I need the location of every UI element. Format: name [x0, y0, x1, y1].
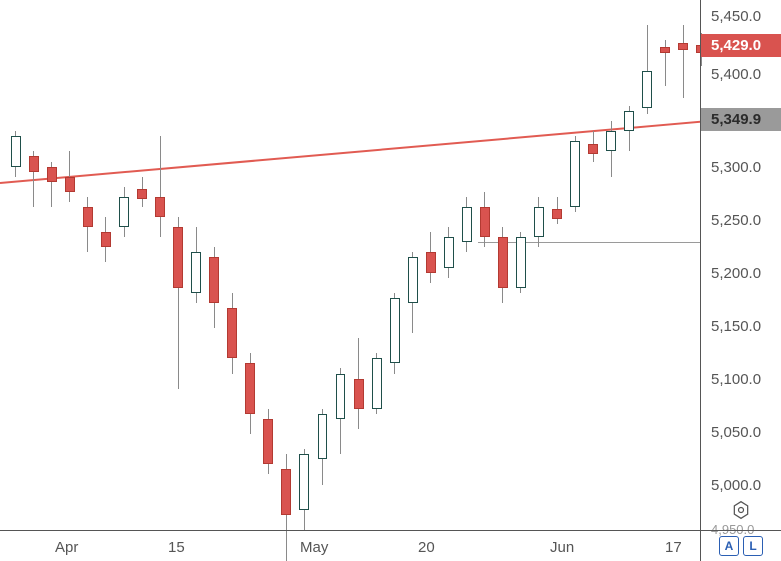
candle-body[interactable]	[336, 374, 346, 419]
candle-body[interactable]	[281, 469, 291, 514]
candle-body[interactable]	[426, 252, 436, 272]
candle-body[interactable]	[209, 257, 219, 302]
y-tick-5200: 5,200.0	[711, 265, 781, 282]
candlestick-chart: 5,450.0 5,429.0 5,400.0 5,349.9 5,300.0 …	[0, 0, 781, 561]
alert-button[interactable]: A	[719, 536, 739, 556]
candle-body[interactable]	[11, 136, 21, 166]
x-tick-jun: Jun	[550, 539, 574, 556]
candle-body[interactable]	[227, 308, 237, 358]
lock-button[interactable]: L	[743, 536, 763, 556]
y-axis: 5,450.0 5,429.0 5,400.0 5,349.9 5,300.0 …	[700, 0, 781, 530]
candle-body[interactable]	[588, 144, 598, 154]
x-tick-17: 17	[665, 539, 682, 556]
x-tick-15: 15	[168, 539, 185, 556]
candle-body[interactable]	[299, 454, 309, 510]
candle-body[interactable]	[444, 237, 454, 267]
candle-body[interactable]	[245, 363, 255, 413]
candle-body[interactable]	[516, 237, 526, 287]
candle-body[interactable]	[552, 209, 562, 219]
candle-body[interactable]	[47, 167, 57, 182]
reference-price-badge: 5,349.9	[701, 108, 781, 131]
chart-toolbar: A L	[700, 530, 781, 561]
chart-plot-area	[0, 0, 700, 530]
y-tick-5050: 5,050.0	[711, 424, 781, 441]
y-tick-5100: 5,100.0	[711, 371, 781, 388]
settings-row	[700, 490, 781, 530]
candle-body[interactable]	[29, 156, 39, 171]
candle-body[interactable]	[318, 414, 328, 459]
y-tick-5250: 5,250.0	[711, 212, 781, 229]
candle-body[interactable]	[480, 207, 490, 237]
ascending-trendline	[0, 104, 781, 184]
x-axis: Apr 15 May 20 Jun 17	[0, 530, 700, 561]
candle-body[interactable]	[462, 207, 472, 242]
candle-body[interactable]	[263, 419, 273, 464]
x-tick-apr: Apr	[55, 539, 78, 556]
candle-body[interactable]	[137, 189, 147, 199]
candle-body[interactable]	[390, 298, 400, 364]
candle-body[interactable]	[642, 71, 652, 108]
candle-body[interactable]	[65, 177, 75, 192]
y-tick-5300: 5,300.0	[711, 159, 781, 176]
candle-body[interactable]	[498, 237, 508, 287]
candle-body[interactable]	[678, 43, 688, 50]
reference-price-line	[478, 242, 700, 243]
candle-body[interactable]	[408, 257, 418, 302]
current-price-badge: 5,429.0	[701, 34, 781, 57]
candle-body[interactable]	[570, 141, 580, 207]
x-tick-may: May	[300, 539, 328, 556]
candle-body[interactable]	[101, 232, 111, 247]
candle-wick	[683, 25, 684, 98]
hexagon-settings-icon[interactable]	[731, 500, 751, 520]
candle-body[interactable]	[534, 207, 544, 237]
candle-body[interactable]	[173, 227, 183, 288]
y-tick-5450: 5,450.0	[711, 8, 781, 25]
candle-body[interactable]	[119, 197, 129, 227]
candle-body[interactable]	[155, 197, 165, 217]
y-tick-5400: 5,400.0	[711, 66, 781, 83]
candle-body[interactable]	[354, 379, 364, 409]
candle-body[interactable]	[83, 207, 93, 227]
candle-body[interactable]	[624, 111, 634, 131]
candle-body[interactable]	[191, 252, 201, 292]
candle-body[interactable]	[660, 47, 670, 53]
x-tick-20: 20	[418, 539, 435, 556]
candle-body[interactable]	[606, 131, 616, 151]
candle-body[interactable]	[372, 358, 382, 408]
candle-wick	[160, 136, 161, 237]
y-tick-5150: 5,150.0	[711, 318, 781, 335]
